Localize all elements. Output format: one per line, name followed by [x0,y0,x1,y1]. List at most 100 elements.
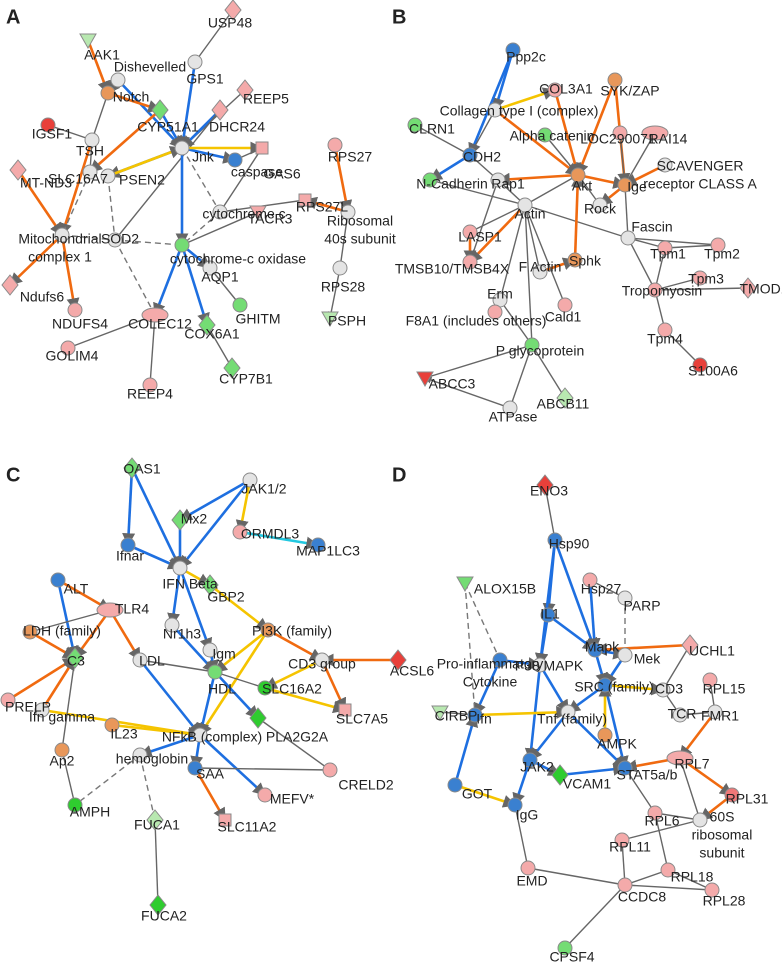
node-label: LOC290071 [580,131,656,147]
edge [267,628,324,662]
node-label: RPL28 [703,893,746,909]
edge [553,89,582,177]
node [507,797,523,813]
node-label: ALOX15B [474,581,536,597]
node [321,311,339,328]
node [22,624,38,640]
edge [177,61,197,150]
node [164,617,180,633]
node [707,704,723,720]
node-label: JAK1/2 [241,481,286,497]
edge [61,171,91,236]
edge [337,211,349,269]
node-label: OAS1 [123,461,161,477]
node [505,42,521,58]
edge [86,39,110,95]
node-label: F8A1 (includes others) [406,313,547,329]
node-label: Tpm1 [650,246,686,262]
node-label: CCDC8 [618,889,666,905]
edge [528,711,570,762]
node [249,205,267,222]
node [692,812,708,828]
edge [538,664,570,714]
node-label: ENO3 [530,483,568,499]
node-label: AMPH [70,804,110,820]
node-label: IFN Beta [162,576,217,592]
edge [333,144,353,214]
edge [524,174,579,206]
node-label: ABCB11 [537,396,590,412]
node-label: Erm [487,286,513,302]
node [232,524,248,540]
node-label: Mitochondrial [18,231,101,247]
node [490,172,506,188]
node-label: CRELD2 [338,777,393,793]
node-label: RPL18 [671,869,714,885]
node [232,297,248,313]
node-label: TCR [668,706,697,722]
edge [122,467,136,547]
node-label: RPS27 [328,149,373,165]
node [666,750,694,766]
node-label: P glycoprotein [496,343,584,359]
edge [209,267,241,306]
node [84,132,100,148]
node [146,809,164,831]
node [340,204,356,220]
edge [209,583,270,632]
edge [678,711,717,760]
edge [664,329,701,366]
node-label: Actin [514,206,545,222]
node-label: PSEN2 [119,172,165,188]
node-label: Mapk [585,639,620,655]
node [212,204,228,220]
edge [627,237,719,249]
edge [196,671,217,737]
node [657,322,673,338]
edge [219,147,263,213]
edge [7,656,77,702]
node-label: MT-ND3 [20,175,72,191]
node [242,472,258,488]
node [617,877,633,893]
node-label: Ppp2c [506,49,546,65]
node [151,99,169,121]
node-label: UCHL1 [689,643,735,659]
node-label: subunit [699,845,744,861]
node [462,254,478,270]
node-label: RPL11 [609,839,651,855]
node-label: USP48 [208,15,253,31]
edge [114,239,183,249]
node [567,252,583,268]
edge [29,609,111,634]
node [174,237,190,253]
edge [167,567,182,627]
node [582,572,598,588]
edge [547,613,597,652]
edge [576,79,617,177]
node [211,99,229,121]
node-label: ALT [64,581,89,597]
node-label: receptor CLASS A [643,176,757,192]
node [532,264,548,280]
node-label: Tnf (family) [537,711,607,727]
node [557,297,573,313]
node [702,672,718,688]
edge [138,659,202,737]
edge [107,91,162,113]
node-label: LASP1 [458,229,502,245]
node-label: ACSL6 [390,663,435,679]
node [612,125,628,141]
node [257,787,273,803]
node-label: PI3K (family) [252,623,332,639]
edge [527,865,626,886]
node-label: LDH (family) [23,623,101,639]
node-label: SLC16A7 [48,171,108,187]
node [187,54,203,70]
node-label: Dishevelled [114,59,186,75]
node [224,0,242,21]
node [100,85,116,101]
node [9,159,27,181]
node-label: Ifn [476,711,492,727]
node-label: Nr1h3 [163,626,201,642]
